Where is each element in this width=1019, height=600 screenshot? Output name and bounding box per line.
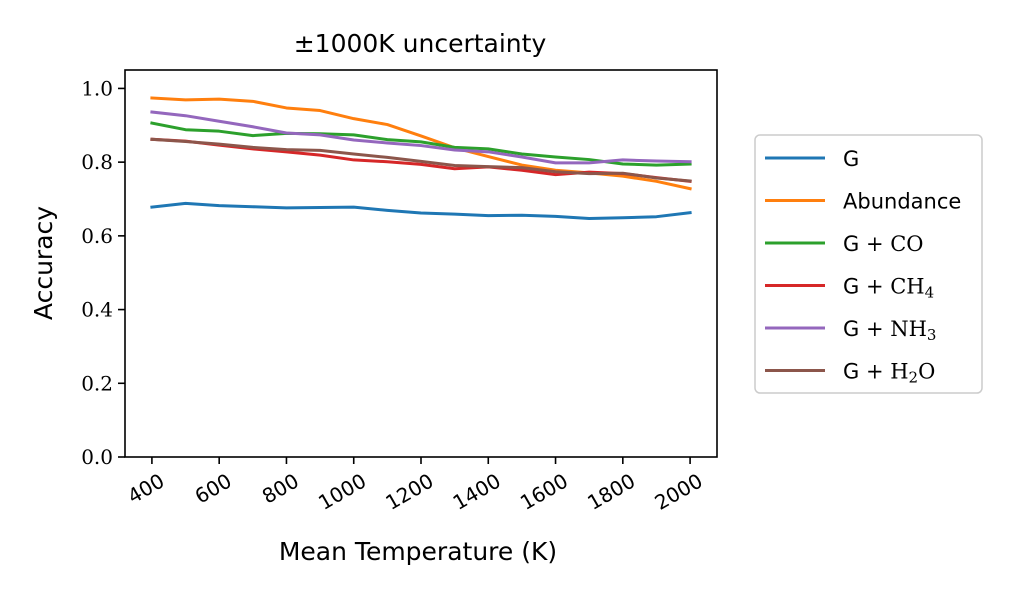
y-tick-label: 0.2 [81,371,113,395]
y-tick-label: 1.0 [81,76,113,100]
series-line-0 [150,201,692,221]
chart-title: ±1000K uncertainty [294,29,547,58]
legend: G Abundance G + CO G + CH4 G + NH3 G + H2O [754,134,983,394]
y-tick-label: 0.0 [81,445,113,469]
series-line-5 [150,137,692,183]
y-tick-label: 0.4 [81,298,113,322]
legend-label-2: G + CO [843,232,924,256]
x-axis-label: Mean Temperature (K) [279,537,557,566]
y-tick-label: 0.8 [81,150,113,174]
series-line-4 [150,110,692,165]
legend-label-1: Abundance [843,190,961,214]
y-tick-label: 0.6 [81,224,113,248]
legend-label-3: G + CH4 [843,275,934,302]
legend-box [754,134,983,394]
legend-label-5: G + H2O [843,360,935,387]
y-axis-label: Accuracy [29,206,58,320]
legend-label-0: G [843,147,859,171]
legend-label-4: G + NH3 [843,317,936,344]
